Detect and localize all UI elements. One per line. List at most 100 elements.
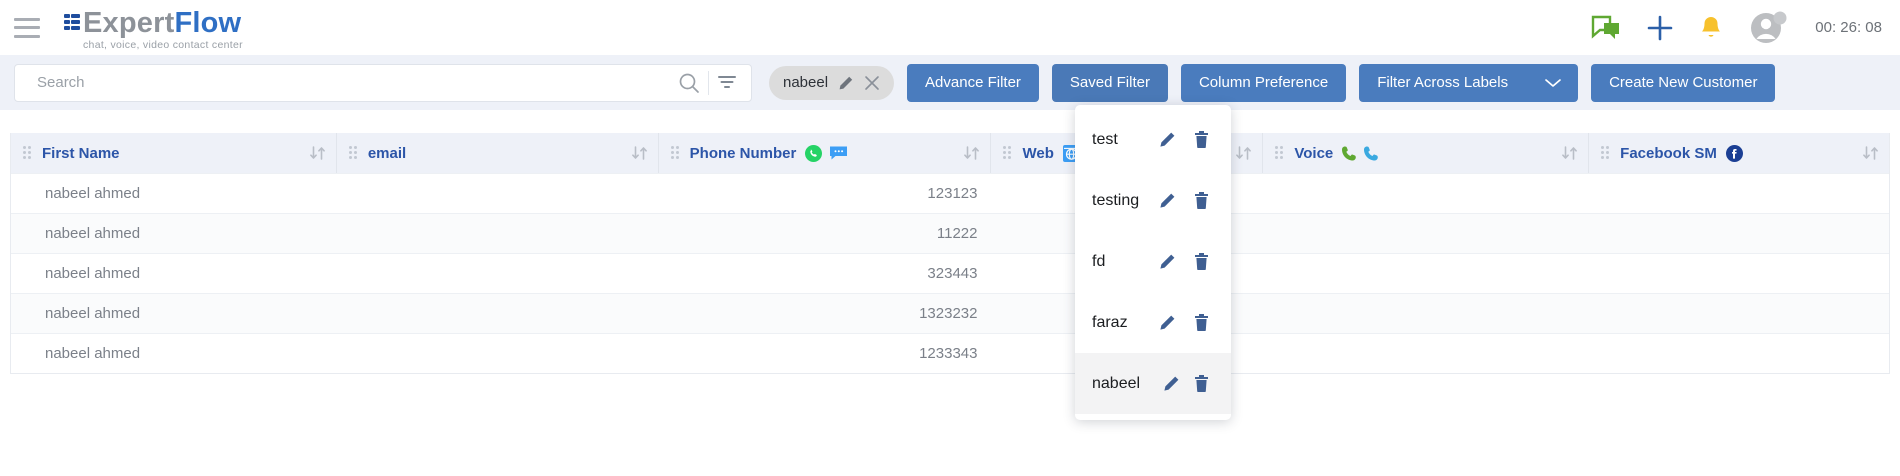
- logo-name-second: Flow: [174, 6, 242, 39]
- filter-across-labels-dropdown[interactable]: Filter Across Labels: [1359, 63, 1579, 102]
- saved-filter-label: fd: [1092, 252, 1106, 270]
- table-row[interactable]: nabeel ahmed 11222: [11, 213, 1889, 253]
- trash-icon[interactable]: [1194, 375, 1209, 392]
- table-header-row: First Name email Phone Number: [11, 133, 1889, 173]
- pencil-icon[interactable]: [838, 75, 854, 91]
- column-preference-button[interactable]: Column Preference: [1180, 63, 1347, 102]
- cell-facebook-sm: [1589, 334, 1889, 374]
- column-header-first-name[interactable]: First Name: [11, 133, 337, 173]
- app-logo: ExpertFlow chat, voice, video contact ce…: [64, 5, 243, 51]
- drag-handle-icon[interactable]: [670, 146, 681, 160]
- cell-email: [337, 334, 659, 374]
- sort-icon[interactable]: [1561, 145, 1578, 161]
- cell-voice: [1263, 174, 1589, 214]
- hamburger-icon[interactable]: [14, 17, 40, 38]
- column-label: Web: [1022, 144, 1054, 162]
- close-icon[interactable]: [864, 75, 880, 91]
- column-label: First Name: [42, 144, 120, 162]
- phone-green-icon[interactable]: [1342, 145, 1357, 162]
- drag-handle-icon[interactable]: [23, 146, 33, 160]
- pencil-icon[interactable]: [1159, 192, 1176, 209]
- active-filter-chip[interactable]: nabeel: [769, 65, 895, 100]
- drag-handle-icon[interactable]: [348, 146, 359, 160]
- cell-voice: [1263, 334, 1589, 374]
- logo-grid-icon: [64, 13, 81, 31]
- facebook-icon[interactable]: [1725, 144, 1743, 162]
- search-input[interactable]: [37, 74, 678, 91]
- chip-label: nabeel: [783, 74, 829, 91]
- avatar[interactable]: [1749, 11, 1789, 45]
- table-row[interactable]: nabeel ahmed 1233343: [11, 333, 1889, 373]
- cell-phone-number: 323443: [927, 265, 978, 282]
- sort-icon[interactable]: [963, 145, 980, 161]
- cell-voice: [1263, 254, 1589, 294]
- table-body: nabeel ahmed 123123 nabeel ahmed 11222 n…: [11, 173, 1889, 373]
- advance-filter-button[interactable]: Advance Filter: [907, 63, 1039, 102]
- cell-first-name: nabeel ahmed: [45, 305, 141, 322]
- logo-tagline: chat, voice, video contact center: [83, 38, 243, 51]
- phone-blue-icon[interactable]: [1364, 145, 1379, 162]
- saved-filter-item-testing[interactable]: testing: [1075, 170, 1231, 231]
- cell-first-name: nabeel ahmed: [45, 265, 141, 282]
- app-header: ExpertFlow chat, voice, video contact ce…: [0, 0, 1900, 55]
- sort-icon[interactable]: [309, 145, 326, 161]
- toolbar-divider: [708, 70, 709, 95]
- cell-email: [337, 254, 659, 294]
- cell-first-name: nabeel ahmed: [45, 225, 141, 242]
- bell-icon[interactable]: [1699, 15, 1723, 41]
- column-header-voice[interactable]: Voice: [1263, 133, 1590, 173]
- table-row[interactable]: nabeel ahmed 1323232: [11, 293, 1889, 333]
- pencil-icon[interactable]: [1159, 314, 1176, 331]
- filter-icon[interactable]: [717, 73, 745, 93]
- sort-icon[interactable]: [1862, 145, 1879, 161]
- saved-filter-item-fd[interactable]: fd: [1075, 231, 1231, 292]
- trash-icon[interactable]: [1194, 314, 1209, 331]
- filter-across-labels-label: Filter Across Labels: [1377, 74, 1509, 91]
- plus-icon[interactable]: [1647, 15, 1673, 41]
- sort-icon[interactable]: [1235, 145, 1252, 161]
- pencil-icon[interactable]: [1159, 253, 1176, 270]
- cell-first-name: nabeel ahmed: [45, 345, 141, 362]
- trash-icon[interactable]: [1194, 192, 1209, 209]
- drag-handle-icon[interactable]: [1601, 146, 1611, 160]
- cell-first-name: nabeel ahmed: [45, 185, 141, 202]
- search-icon[interactable]: [678, 72, 700, 94]
- sms-icon[interactable]: [829, 145, 848, 161]
- header-actions: 00: 26: 08: [1591, 11, 1900, 45]
- saved-filter-item-nabeel[interactable]: nabeel: [1075, 353, 1231, 414]
- chat-icon[interactable]: [1591, 15, 1621, 41]
- trash-icon[interactable]: [1194, 131, 1209, 148]
- search-box[interactable]: [14, 63, 752, 102]
- cell-facebook-sm: [1589, 254, 1889, 294]
- column-header-email[interactable]: email: [337, 133, 659, 173]
- cell-email: [337, 294, 659, 334]
- saved-filter-button[interactable]: Saved Filter: [1051, 63, 1168, 102]
- sort-icon[interactable]: [631, 145, 648, 161]
- column-label: Facebook SM: [1620, 144, 1717, 162]
- column-header-phone-number[interactable]: Phone Number: [659, 133, 992, 173]
- table-row[interactable]: nabeel ahmed 123123: [11, 173, 1889, 213]
- saved-filter-item-faraz[interactable]: faraz: [1075, 292, 1231, 353]
- filter-toolbar: nabeel Advance Filter Saved Filter Colum…: [0, 55, 1900, 110]
- drag-handle-icon[interactable]: [1275, 146, 1285, 160]
- drag-handle-icon[interactable]: [1003, 146, 1013, 160]
- cell-voice: [1263, 214, 1589, 254]
- cell-facebook-sm: [1589, 214, 1889, 254]
- table-row[interactable]: nabeel ahmed 323443: [11, 253, 1889, 293]
- chevron-down-icon: [1544, 77, 1562, 89]
- cell-phone-number: 1323232: [919, 305, 978, 322]
- whatsapp-icon[interactable]: [805, 144, 823, 162]
- saved-filter-item-test[interactable]: test: [1075, 109, 1231, 170]
- pencil-icon[interactable]: [1159, 131, 1176, 148]
- column-header-facebook-sm[interactable]: Facebook SM: [1589, 133, 1889, 173]
- cell-email: [337, 174, 659, 214]
- saved-filter-dropdown: test testing: [1075, 105, 1231, 420]
- saved-filter-label: nabeel: [1092, 374, 1141, 392]
- trash-icon[interactable]: [1194, 253, 1209, 270]
- create-new-customer-button[interactable]: Create New Customer: [1591, 63, 1776, 102]
- saved-filter-label: faraz: [1092, 313, 1128, 331]
- pencil-icon[interactable]: [1163, 375, 1180, 392]
- customers-table: First Name email Phone Number: [10, 133, 1890, 374]
- logo-name-first: Expert: [83, 6, 175, 39]
- session-timer: 00: 26: 08: [1815, 19, 1882, 36]
